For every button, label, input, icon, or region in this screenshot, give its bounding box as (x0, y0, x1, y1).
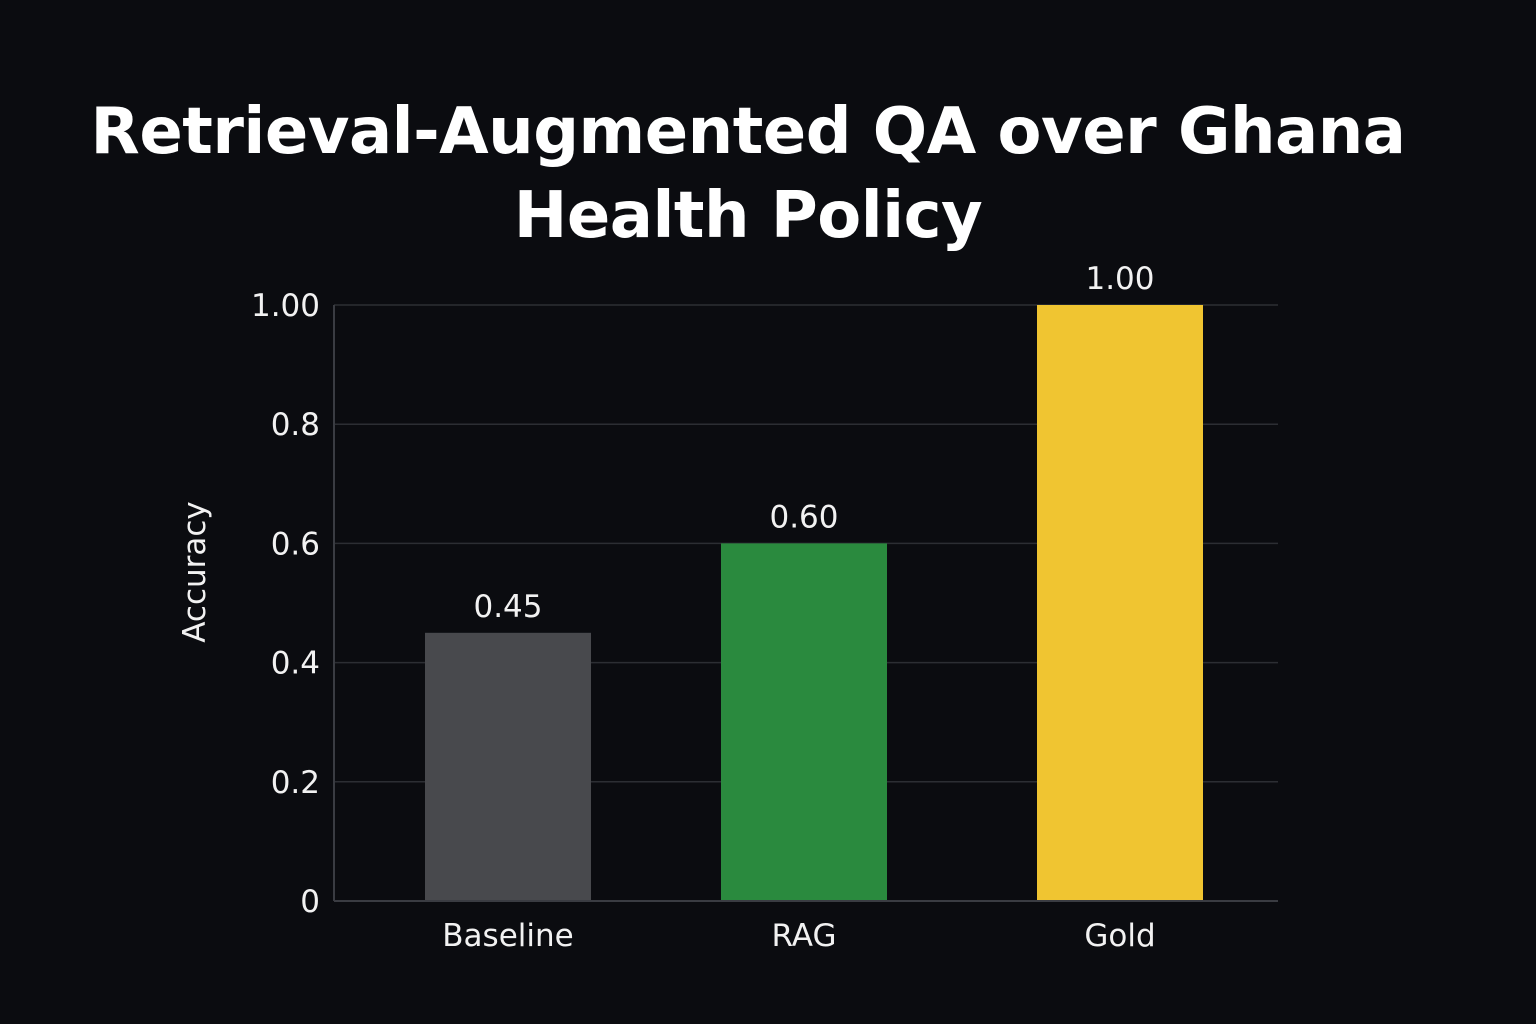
y-tick-label: 1.00 (251, 288, 320, 324)
x-tick-label: Baseline (442, 918, 573, 954)
data-labels: 0.45 0.60 1.00 (473, 261, 1154, 625)
data-label: 0.45 (473, 589, 542, 625)
bar-baseline (425, 632, 591, 901)
data-label: 0.60 (769, 499, 838, 535)
y-tick-label: 0.6 (271, 526, 320, 562)
chart-title: Retrieval-Augmented QA over Ghana Health… (90, 95, 1406, 253)
x-tick-labels: Baseline RAG Gold (442, 918, 1155, 954)
x-tick-label: RAG (772, 918, 837, 954)
axes (333, 305, 1278, 902)
data-label: 1.00 (1085, 261, 1154, 297)
bar-rag (721, 543, 887, 901)
y-tick-label: 0 (300, 884, 320, 920)
bar-gold (1037, 305, 1203, 901)
y-tick-label: 0.2 (271, 765, 320, 801)
x-tick-label: Gold (1084, 918, 1155, 954)
y-tick-labels: 0 0.2 0.4 0.6 0.8 1.00 (251, 288, 320, 920)
y-tick-label: 0.4 (271, 646, 320, 682)
y-tick-label: 0.8 (271, 407, 320, 443)
y-axis-label: Accuracy (177, 501, 213, 643)
bars (425, 305, 1203, 901)
